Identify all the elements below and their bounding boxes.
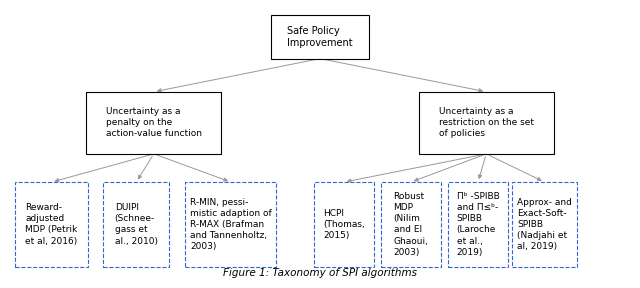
- FancyBboxPatch shape: [103, 182, 169, 267]
- Text: HCPI
(Thomas,
2015): HCPI (Thomas, 2015): [323, 209, 365, 240]
- Text: DUIPI
(Schnee-
gass et
al., 2010): DUIPI (Schnee- gass et al., 2010): [115, 203, 157, 246]
- Text: Safe Policy
Improvement: Safe Policy Improvement: [287, 26, 353, 48]
- FancyBboxPatch shape: [419, 92, 554, 154]
- FancyBboxPatch shape: [186, 182, 276, 267]
- Text: R-MIN, pessi-
mistic adaption of
R-MAX (Brafman
and Tannenholtz,
2003): R-MIN, pessi- mistic adaption of R-MAX (…: [190, 198, 272, 251]
- FancyBboxPatch shape: [314, 182, 374, 267]
- Text: Robust
MDP
(Nilim
and El
Ghaoui,
2003): Robust MDP (Nilim and El Ghaoui, 2003): [394, 192, 428, 257]
- FancyBboxPatch shape: [15, 182, 88, 267]
- Text: Reward-
adjusted
MDP (Petrik
et al, 2016): Reward- adjusted MDP (Petrik et al, 2016…: [26, 203, 77, 246]
- Text: Uncertainty as a
restriction on the set
of policies: Uncertainty as a restriction on the set …: [438, 107, 534, 139]
- Text: Uncertainty as a
penalty on the
action-value function: Uncertainty as a penalty on the action-v…: [106, 107, 202, 139]
- FancyBboxPatch shape: [448, 182, 508, 267]
- Text: Approx- and
Exact-Soft-
SPIBB
(Nadjahi et
al, 2019): Approx- and Exact-Soft- SPIBB (Nadjahi e…: [517, 198, 572, 251]
- FancyBboxPatch shape: [271, 15, 369, 59]
- FancyBboxPatch shape: [86, 92, 221, 154]
- FancyBboxPatch shape: [381, 182, 441, 267]
- Text: Πᵇ -SPIBB
and Π≤ᵇ-
SPIBB
(Laroche
et al.,
2019): Πᵇ -SPIBB and Π≤ᵇ- SPIBB (Laroche et al.…: [457, 192, 499, 257]
- FancyBboxPatch shape: [511, 182, 577, 267]
- Text: Figure 1: Taxonomy of SPI algorithms: Figure 1: Taxonomy of SPI algorithms: [223, 268, 417, 278]
